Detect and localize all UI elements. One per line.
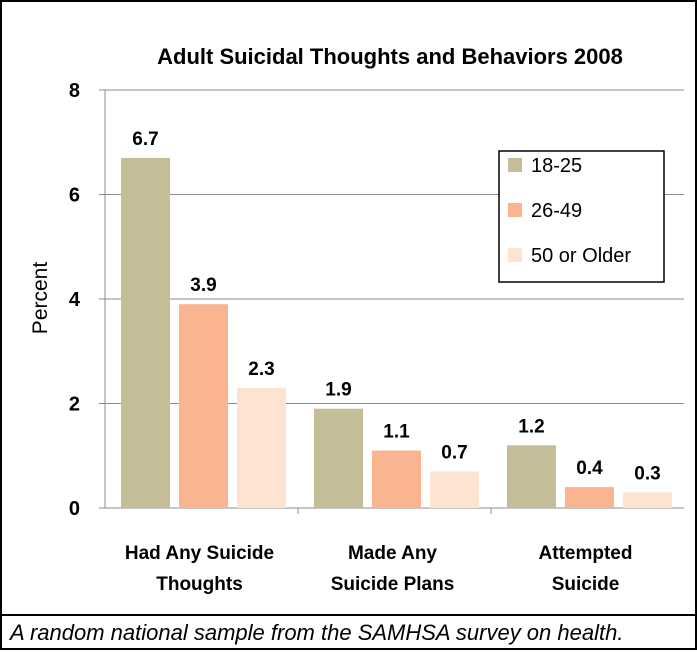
data-label: 1.2 bbox=[518, 416, 544, 437]
y-axis-label: Percent bbox=[29, 262, 52, 335]
bar bbox=[623, 492, 672, 508]
data-label: 6.7 bbox=[132, 129, 158, 150]
data-label: 1.1 bbox=[383, 422, 410, 443]
data-label: 3.9 bbox=[190, 275, 216, 296]
caption: A random national sample from the SAMHSA… bbox=[2, 614, 697, 652]
legend-swatch bbox=[508, 158, 522, 172]
y-tick-label: 4 bbox=[69, 289, 81, 311]
x-tick-label: Thoughts bbox=[156, 574, 243, 595]
bar bbox=[507, 445, 556, 508]
bar-chart: Adult Suicidal Thoughts and Behaviors 20… bbox=[2, 2, 697, 614]
bar bbox=[372, 451, 421, 508]
legend-swatch bbox=[508, 203, 522, 217]
x-tick-label: Suicide bbox=[552, 574, 620, 595]
bar bbox=[430, 471, 479, 508]
bar bbox=[565, 487, 614, 508]
x-tick-label: Made Any bbox=[348, 543, 437, 564]
legend-label: 50 or Older bbox=[531, 245, 631, 267]
legend-swatch bbox=[508, 248, 522, 262]
y-tick-label: 8 bbox=[69, 80, 80, 102]
bar bbox=[314, 409, 363, 508]
chart-title: Adult Suicidal Thoughts and Behaviors 20… bbox=[157, 44, 623, 69]
data-label: 0.3 bbox=[634, 463, 660, 484]
legend-label: 18-25 bbox=[531, 155, 582, 177]
x-tick-label: Had Any Suicide bbox=[125, 543, 274, 564]
y-tick-label: 2 bbox=[69, 394, 80, 416]
data-label: 1.9 bbox=[325, 380, 351, 401]
bar bbox=[121, 158, 170, 508]
legend-label: 26-49 bbox=[531, 200, 582, 222]
bar bbox=[237, 388, 286, 508]
bar bbox=[179, 304, 228, 508]
y-tick-label: 0 bbox=[69, 498, 80, 520]
legend: 18-25 26-49 50 or Older bbox=[499, 151, 664, 282]
data-label: 0.7 bbox=[441, 442, 467, 463]
data-label: 2.3 bbox=[248, 359, 274, 380]
x-tick-label: Attempted bbox=[539, 543, 633, 564]
data-label: 0.4 bbox=[576, 458, 603, 479]
x-tick-label: Suicide Plans bbox=[331, 574, 455, 595]
y-tick-label: 6 bbox=[69, 185, 80, 207]
